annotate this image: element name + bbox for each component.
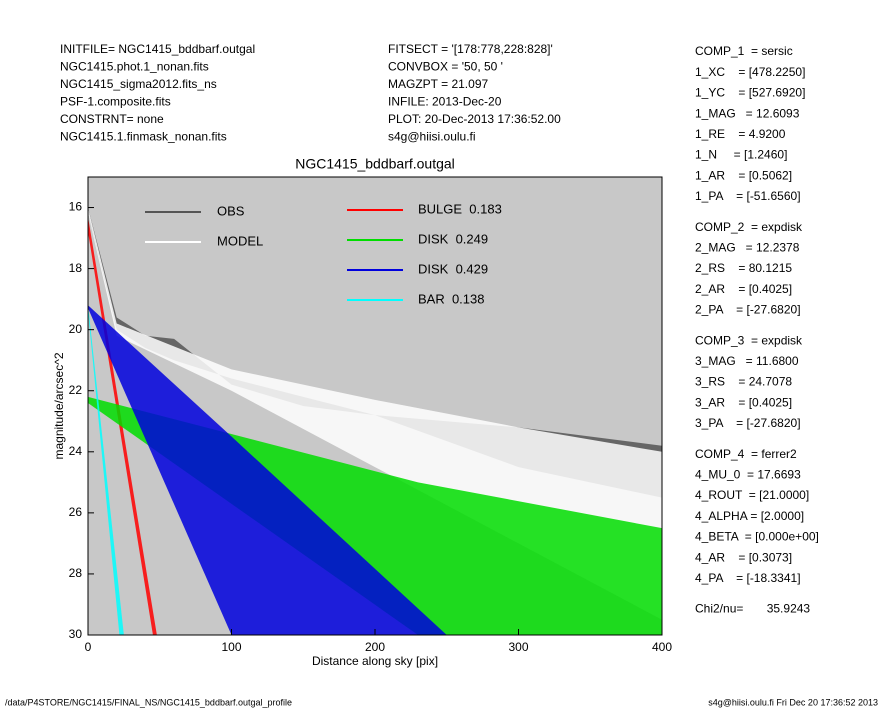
profile-band [88,305,124,635]
legend-label: DISK 0.249 [418,231,488,246]
parameter: 1_RE = 4.9200 [695,127,786,141]
parameter: Chi2/nu= 35.9243 [695,602,810,616]
header-line: NGC1415.1.finmask_nonan.fits [60,130,227,144]
parameter: 1_AR = [0.5062] [695,168,792,182]
x-tick-label: 0 [85,640,92,654]
parameter: 4_BETA = [0.000e+00] [695,530,819,544]
header-line: s4g@hiisi.oulu.fi [388,130,476,144]
y-tick-label: 18 [69,261,83,275]
y-tick-label: 28 [69,566,83,580]
parameter: 1_MAG = 12.6093 [695,106,800,120]
legend-label: BAR 0.138 [418,291,485,306]
parameter: 3_MAG = 11.6800 [695,354,799,368]
header-line: CONSTRNT= none [60,112,164,126]
parameter: 3_PA = [-27.6820] [695,416,801,430]
parameter: 1_PA = [-51.6560] [695,189,801,203]
parameter: 4_MU_0 = 17.6693 [695,467,801,481]
header-line: CONVBOX = '50, 50 ' [388,60,503,74]
plot-marks [88,207,662,635]
y-tick-label: 20 [69,322,83,336]
legend-label: MODEL [217,233,263,248]
header-line: NGC1415.phot.1_nonan.fits [60,60,209,74]
y-axis-label: magnitude/arcsec^2 [52,352,66,459]
parameter: 4_ROUT = [21.0000] [695,488,809,502]
y-tick-label: 26 [69,505,83,519]
header-line: FITSECT = '[178:778,228:828]' [388,42,553,56]
parameter: 4_ALPHA = [2.0000] [695,509,804,523]
header-line: PSF-1.composite.fits [60,95,171,109]
x-tick-label: 300 [508,640,528,654]
y-tick-label: 24 [69,444,83,458]
legend-label: DISK 0.429 [418,261,488,276]
y-tick-label: 22 [69,383,83,397]
parameter: COMP_1 = sersic [695,44,793,58]
parameter: 1_N = [1.2460] [695,148,787,162]
parameter: COMP_4 = ferrer2 [695,447,797,461]
parameter: 3_AR = [0.4025] [695,395,792,409]
parameter: 4_AR = [0.3073] [695,550,792,564]
parameter: 3_RS = 24.7078 [695,375,792,389]
header-line: PLOT: 20-Dec-2013 17:36:52.00 [388,112,561,126]
header-line: INFILE: 2013-Dec-20 [388,95,502,109]
parameter: COMP_2 = expdisk [695,220,803,234]
footer-right: s4g@hiisi.oulu.fi Fri Dec 20 17:36:52 20… [708,697,878,707]
x-tick-label: 200 [365,640,385,654]
legend-label: BULGE 0.183 [418,201,502,216]
parameter: 2_PA = [-27.6820] [695,303,801,317]
x-axis-label: Distance along sky [pix] [312,654,438,668]
parameter: 4_PA = [-18.3341] [695,571,801,585]
x-tick-label: 400 [652,640,672,654]
x-tick-label: 100 [221,640,241,654]
footer-left: /data/P4STORE/NGC1415/FINAL_NS/NGC1415_b… [5,697,292,707]
parameter: 1_YC = [527.6920] [695,86,805,100]
legend-label: OBS [217,203,245,218]
parameter: 2_RS = 80.1215 [695,261,792,275]
parameter: 2_AR = [0.4025] [695,282,792,296]
profile-band [88,305,447,635]
parameter: 1_XC = [478.2250] [695,65,805,79]
parameter: COMP_3 = expdisk [695,333,803,347]
parameter: 2_MAG = 12.2378 [695,240,800,254]
header-line: MAGZPT = 21.097 [388,77,488,91]
header-line: NGC1415_sigma2012.fits_ns [60,77,217,91]
y-tick-label: 16 [69,200,83,214]
header-line: INITFILE= NGC1415_bddbarf.outgal [60,42,255,56]
y-tick-label: 30 [69,627,83,641]
chart-title: NGC1415_bddbarf.outgal [295,156,455,172]
